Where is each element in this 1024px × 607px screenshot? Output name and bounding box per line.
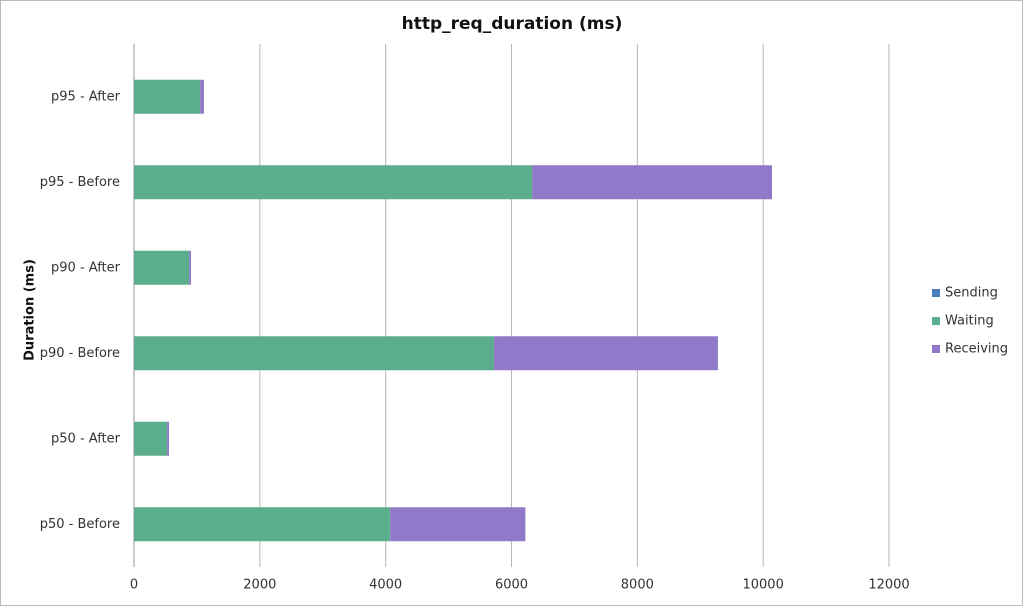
bar-segment [134,165,533,200]
x-tick-label: 0 [130,578,138,593]
y-tick-label: p90 - After [51,260,121,275]
y-tick-label: p90 - Before [40,346,120,361]
legend-label: Waiting [945,314,994,329]
bar-segment [493,336,718,371]
x-tick-label: 2000 [243,578,276,593]
y-axis-title: Duration (ms) [23,259,38,361]
x-tick-label: 6000 [495,578,528,593]
y-tick-label: p50 - After [51,431,121,446]
bar-segment [167,421,169,456]
y-tick-label: p95 - Before [40,175,120,190]
legend-label: Sending [945,286,998,301]
bar-segment [134,250,190,285]
bar-segment [189,250,192,285]
bar-segment [134,421,168,456]
bar-segment [200,79,204,114]
legend-swatch [932,289,940,297]
x-tick-label: 12000 [868,578,909,593]
bar-segment [134,507,391,542]
bar-segment [134,79,201,114]
legend-swatch [932,345,940,353]
bar-segment [532,165,773,200]
x-tick-label: 8000 [621,578,654,593]
legend-label: Receiving [945,342,1008,357]
legend-swatch [932,317,940,325]
x-tick-label: 4000 [369,578,402,593]
chart-title: http_req_duration (ms) [402,14,623,34]
y-tick-label: p95 - After [51,89,121,104]
y-tick-label: p50 - Before [40,517,120,532]
x-tick-label: 10000 [742,578,783,593]
bar-segment [134,336,494,371]
bar-segment [390,507,526,542]
